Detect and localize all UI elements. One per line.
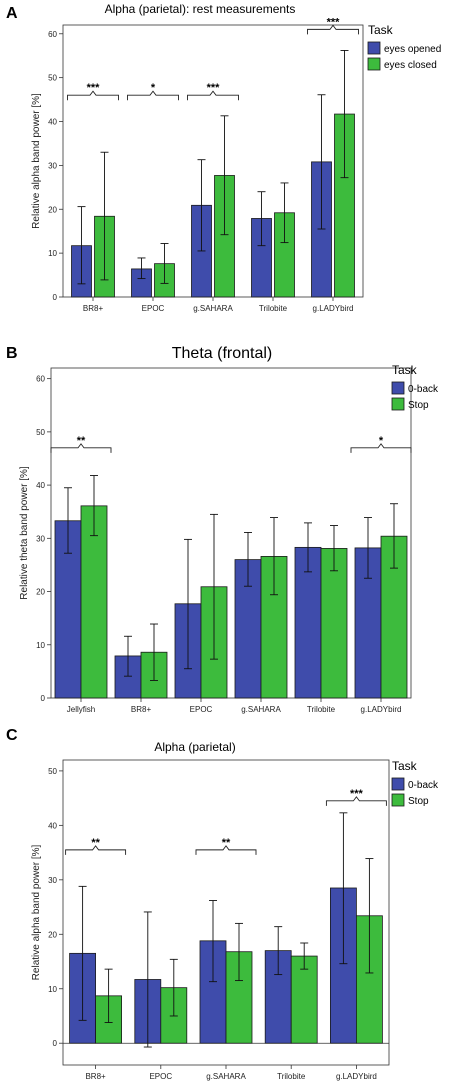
panel-a: A Alpha (parietal): rest measurements 0 10 2… [6,2,441,313]
legend-swatch [391,777,405,791]
significance-label: ** [91,837,100,849]
y-tick-label: 10 [36,641,45,650]
significance-bracket [187,90,239,101]
y-tick-label: 30 [48,876,57,885]
panel-letter: C [6,727,18,744]
legend-label: Stop [408,796,429,807]
bar-b-1-0 [80,505,108,699]
x-tick-label: Trilobite [277,1072,306,1081]
y-tick-label: 40 [48,821,57,830]
significance-bracket [127,90,179,101]
x-tick-label: g.LADYbird [361,705,402,714]
significance-label: * [151,82,156,94]
y-tick-label: 0 [53,293,58,302]
y-tick-label: 20 [48,930,57,939]
y-tick-label: 0 [53,1039,58,1048]
y-tick-label: 10 [48,985,57,994]
x-tick-label: g.LADYbird [313,304,354,313]
x-tick-label: BR8+ [131,705,152,714]
y-tick-label: 50 [48,74,57,83]
chart-title: Alpha (parietal) [154,740,235,754]
legend-label: 0-back [408,780,439,791]
significance-bracket [195,845,257,855]
legend-title: Task [392,363,418,377]
x-tick-label: g.SAHARA [206,1072,246,1081]
legend-title: Task [368,23,394,37]
x-tick-label: g.LADYbird [336,1072,377,1081]
significance-label: ** [77,435,86,447]
significance-label: * [379,435,384,447]
y-tick-label: 10 [48,249,57,258]
legend-label: eyes opened [384,44,441,55]
x-tick-label: Trilobite [259,304,288,313]
x-tick-label: BR8+ [85,1072,106,1081]
y-tick-label: 60 [48,30,57,39]
legend-swatch [367,41,381,55]
legend-label: 0-back [408,384,439,395]
y-axis-label: Relative alpha band power [%] [31,93,42,229]
panel-b: B Theta (frontal) 0 10 20 30 40 50 60 Relative th… [6,345,439,714]
legend-swatch [367,57,381,71]
y-tick-label: 20 [48,205,57,214]
y-tick-label: 40 [48,118,57,127]
panel-letter: B [6,345,18,362]
y-tick-label: 60 [36,375,45,384]
legend-label: Stop [408,400,429,411]
legend-title: Task [392,759,418,773]
bar-c-1-3 [290,955,318,1044]
chart-title: Theta (frontal) [172,345,272,362]
panel-c: C Alpha (parietal) 0 10 20 30 40 50 Relative alp… [6,727,439,1081]
significance-bracket [67,90,119,101]
y-axis-label: Relative theta band power [%] [19,466,30,600]
x-tick-label: Trilobite [307,705,336,714]
bar-b-0-4 [294,546,322,699]
x-tick-label: g.SAHARA [241,705,281,714]
significance-bracket [65,845,127,855]
x-tick-label: EPOC [190,705,213,714]
significance-label: *** [207,82,221,94]
x-tick-label: g.SAHARA [193,304,233,313]
significance-bracket [307,24,359,35]
significance-label: *** [350,788,364,800]
y-tick-label: 30 [36,534,45,543]
legend-swatch [391,397,405,411]
y-tick-label: 0 [41,694,46,703]
legend-swatch [391,381,405,395]
bar-b-1-4 [320,548,348,699]
panel-letter: A [6,5,18,22]
legend-label: eyes closed [384,60,437,71]
significance-bracket [350,443,412,453]
y-tick-label: 40 [36,481,45,490]
significance-bracket [50,443,112,453]
legend-swatch [391,793,405,807]
significance-label: *** [87,82,101,94]
x-tick-label: BR8+ [83,304,104,313]
y-tick-label: 20 [36,588,45,597]
x-tick-label: Jellyfish [67,705,95,714]
y-tick-label: 30 [48,161,57,170]
y-tick-label: 50 [48,767,57,776]
y-tick-label: 50 [36,428,45,437]
x-tick-label: EPOC [149,1072,172,1081]
chart-title: Alpha (parietal): rest measurements [105,2,296,16]
plot-frame [50,367,412,699]
x-tick-label: EPOC [142,304,165,313]
significance-label: *** [327,16,341,28]
significance-bracket [325,796,387,806]
significance-label: ** [222,837,231,849]
y-axis-label: Relative alpha band power [%] [31,844,42,980]
